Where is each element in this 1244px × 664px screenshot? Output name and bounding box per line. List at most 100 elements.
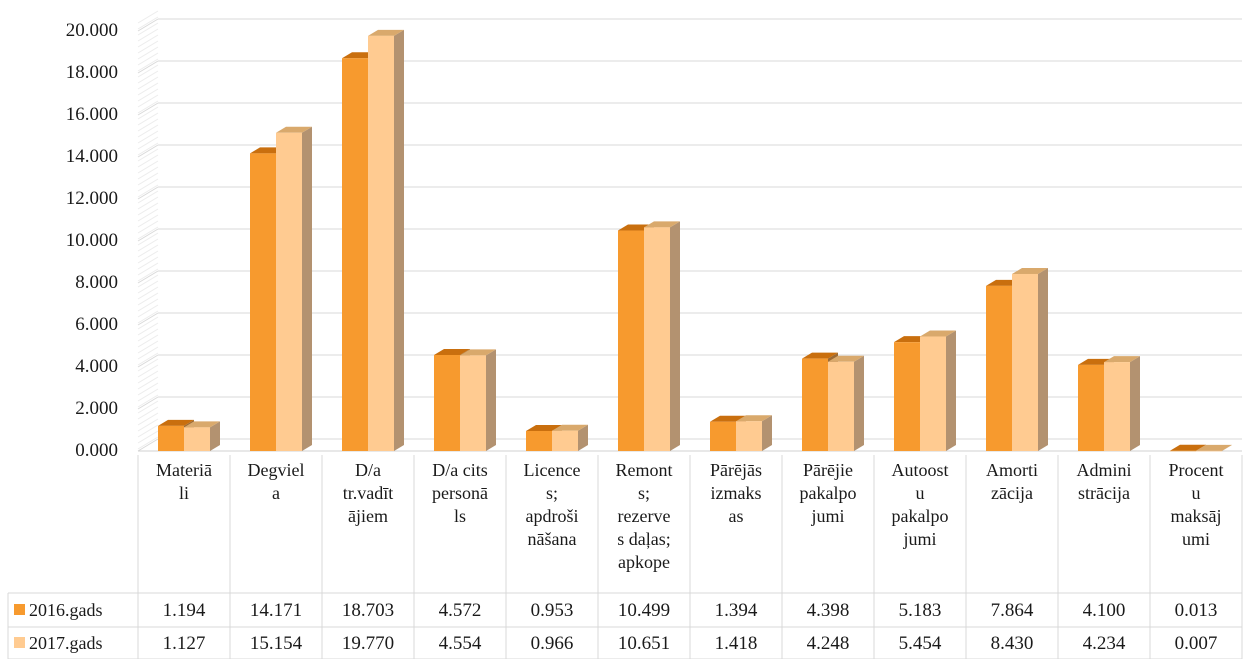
x-category-label-line: Licence: [524, 460, 581, 480]
bar-2017: [736, 415, 772, 451]
bar-2017: [828, 355, 864, 451]
bar-front: [1196, 450, 1222, 452]
wall-stripe: [137, 268, 159, 282]
bar-side: [946, 330, 956, 451]
data-value-label: 0.007: [1175, 633, 1218, 654]
wall-stripe: [137, 166, 159, 180]
wall-stripe: [137, 118, 159, 132]
wall-stripe: [137, 274, 159, 288]
bar-top: [526, 424, 562, 431]
wall-stripe: [137, 418, 159, 432]
x-category-label: D/a tr.vadīt ājiem: [343, 460, 394, 526]
bar-2017: [920, 330, 956, 451]
wall-stripe: [137, 94, 159, 108]
bar-side: [762, 415, 772, 451]
x-category-label: Pārējās izmaks as: [710, 460, 762, 526]
wall-stripe: [137, 58, 159, 72]
x-category-label-line: s;: [546, 483, 558, 503]
x-category-label-line: D/a cits: [432, 460, 488, 480]
data-value-label: 7.864: [991, 600, 1034, 621]
wall-stripe: [137, 304, 159, 318]
x-category-label-line: ājiem: [348, 506, 388, 526]
x-category-label-line: jumi: [902, 529, 936, 549]
wall-stripe: [137, 310, 159, 324]
wall-stripe: [137, 82, 159, 96]
bar-2017: [1012, 267, 1048, 451]
bar-2017: [276, 126, 312, 452]
wall-stripe: [137, 208, 159, 222]
x-category-label: Licence s; apdroši nāšana: [524, 460, 581, 549]
wall-stripe: [137, 202, 159, 216]
bar-top: [710, 415, 746, 422]
wall-stripe: [137, 130, 159, 144]
bar-front: [802, 358, 828, 451]
bar-2017: [184, 421, 220, 451]
x-category-label-line: ls: [454, 506, 466, 526]
bar-2017: [460, 349, 496, 451]
data-value-label: 0.966: [531, 633, 574, 654]
bar-top: [920, 330, 956, 337]
gridline-diagonal: [137, 228, 159, 242]
wall-stripe: [137, 88, 159, 102]
x-category-label-line: Materiā: [156, 460, 212, 480]
wall-stripe: [137, 298, 159, 312]
wall-stripe: [137, 244, 159, 258]
wall-stripe: [137, 190, 159, 204]
bar-top: [736, 415, 772, 422]
data-value-label: 10.499: [618, 600, 670, 621]
wall-stripe: [137, 406, 159, 420]
wall-stripe: [137, 388, 159, 402]
x-category-label-line: pakalpo: [892, 506, 949, 526]
wall-stripe: [137, 70, 159, 84]
gridline-diagonal: [137, 354, 159, 368]
gridline-diagonal: [137, 144, 159, 158]
data-value-label: 10.651: [618, 633, 670, 654]
wall-stripe: [137, 400, 159, 414]
bar-front: [828, 361, 854, 451]
wall-stripe: [137, 178, 159, 192]
bar-side: [1130, 356, 1140, 451]
data-value-label: 1.394: [715, 600, 758, 621]
bar-front: [894, 342, 920, 451]
wall-stripe: [137, 346, 159, 360]
x-category-label-line: nāšana: [528, 529, 577, 549]
y-tick-label: 18.000: [66, 62, 118, 83]
x-category-label-line: izmaks: [711, 483, 762, 503]
data-value-label: 4.554: [439, 633, 482, 654]
x-category-label-line: Pārējie: [803, 460, 853, 480]
gridline-diagonal: [137, 270, 159, 284]
bar-2017: [552, 424, 588, 451]
bar-side: [302, 126, 312, 452]
data-value-label: 14.171: [250, 600, 302, 621]
bar-front: [158, 425, 184, 451]
wall-stripe: [137, 250, 159, 264]
x-category-label-line: Pārējās: [710, 460, 762, 480]
bar-top: [1196, 444, 1232, 451]
bar-side: [210, 421, 220, 451]
wall-stripe: [137, 64, 159, 78]
bar-side: [486, 349, 496, 451]
bar-top: [276, 126, 312, 133]
data-value-label: 4.398: [807, 600, 850, 621]
wall-stripe: [137, 262, 159, 276]
x-category-label: Materiā li: [156, 460, 212, 503]
data-value-label: 5.183: [899, 600, 942, 621]
x-category-label-line: s;: [638, 483, 650, 503]
wall-stripe: [137, 124, 159, 138]
wall-stripe: [137, 322, 159, 336]
wall-stripe: [137, 148, 159, 162]
wall-stripe: [137, 430, 159, 444]
wall-stripe: [137, 232, 159, 246]
wall-stripe: [137, 412, 159, 426]
gridline-diagonal: [137, 396, 159, 410]
x-category-label-line: u: [916, 483, 925, 503]
wall-stripe: [137, 154, 159, 168]
wall-stripe: [137, 292, 159, 306]
wall-stripe: [137, 364, 159, 378]
x-category-label-line: a: [272, 483, 280, 503]
x-category-label-line: pakalpo: [800, 483, 857, 503]
y-tick-label: 14.000: [66, 146, 118, 167]
wall-stripe: [137, 238, 159, 252]
legend-label: 2017.gads: [29, 633, 103, 653]
